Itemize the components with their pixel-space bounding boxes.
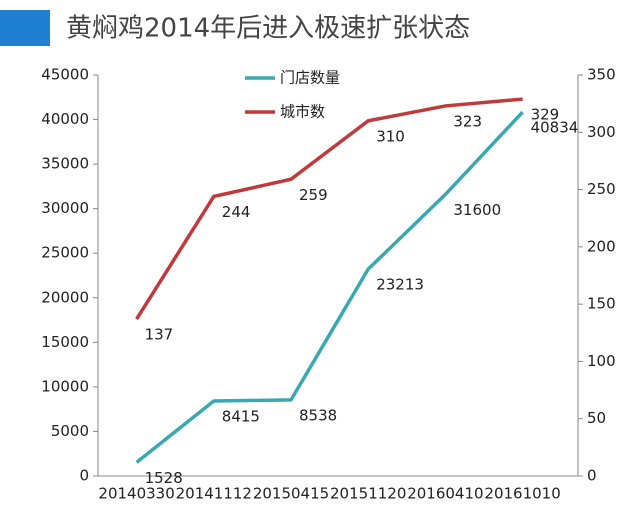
data-label: 31600: [453, 201, 501, 219]
legend-label: 门店数量: [280, 69, 340, 87]
x-tick-label: 20151120: [330, 485, 406, 503]
y-tick-label: 15000: [41, 333, 89, 351]
y-tick-label: 5000: [51, 422, 89, 440]
x-tick-label: 20141112: [176, 485, 252, 503]
data-label: 40834: [531, 119, 579, 137]
data-label: 310: [376, 127, 405, 145]
y2-tick-label: 50: [587, 409, 606, 427]
x-tick-label: 20160410: [407, 485, 483, 503]
y-tick-label: 40000: [41, 110, 89, 128]
y-tick-label: 35000: [41, 155, 89, 173]
x-tick-label: 20150415: [253, 485, 329, 503]
y2-tick-label: 0: [587, 467, 597, 485]
y2-tick-label: 300: [587, 123, 616, 141]
data-label: 137: [145, 326, 174, 344]
data-label: 244: [222, 203, 251, 221]
data-label: 23213: [376, 276, 424, 294]
title-accent: [0, 10, 50, 46]
data-label: 8538: [299, 406, 337, 424]
y-tick-label: 20000: [41, 288, 89, 306]
data-label: 259: [299, 186, 328, 204]
legend-label: 城市数: [280, 103, 325, 121]
y2-tick-label: 200: [587, 237, 616, 255]
data-label: 8415: [222, 408, 260, 426]
data-label: 329: [531, 106, 560, 124]
data-label: 1528: [145, 469, 183, 487]
y2-tick-label: 100: [587, 352, 616, 370]
chart-title: 黄焖鸡2014年后进入极速扩张状态: [66, 14, 470, 44]
series-line: [135, 97, 523, 320]
y2-tick-label: 150: [587, 295, 616, 313]
x-tick-label: 20161010: [484, 485, 560, 503]
y-tick-label: 30000: [41, 199, 89, 217]
y-tick-label: 25000: [41, 244, 89, 262]
y2-tick-label: 250: [587, 180, 616, 198]
y-tick-label: 10000: [41, 377, 89, 395]
x-tick-label: 20140330: [98, 485, 174, 503]
data-label: 323: [453, 112, 482, 130]
y-tick-label: 0: [79, 467, 89, 485]
series-line: [135, 110, 524, 464]
y-tick-label: 45000: [41, 66, 89, 84]
y2-tick-label: 350: [587, 66, 616, 84]
